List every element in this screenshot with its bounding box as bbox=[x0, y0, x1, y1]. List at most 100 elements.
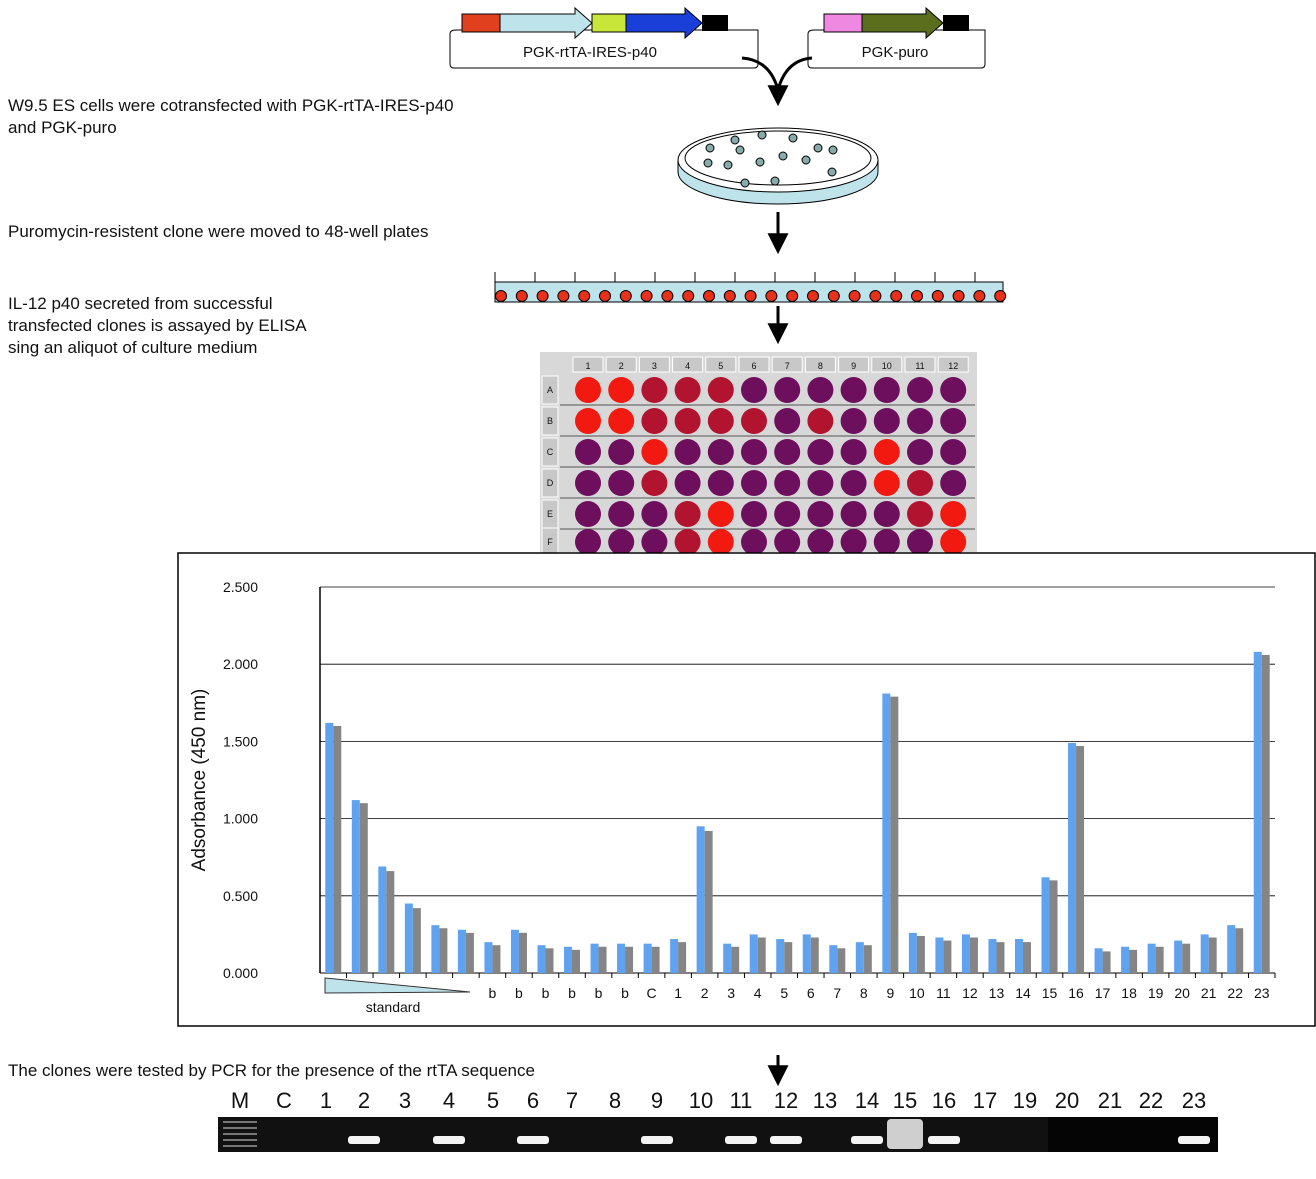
plate-header-cell bbox=[738, 356, 770, 373]
well bbox=[557, 290, 570, 302]
bar bbox=[598, 946, 607, 973]
plate-well bbox=[674, 529, 701, 555]
bar bbox=[916, 935, 925, 973]
plate-well bbox=[840, 439, 867, 465]
colony bbox=[755, 157, 765, 167]
chart-frame bbox=[177, 552, 1316, 1027]
plate-row-label: E bbox=[547, 509, 553, 519]
well bbox=[515, 290, 528, 302]
plate-well bbox=[674, 501, 701, 527]
y-tick-label: 0.500 bbox=[223, 888, 258, 904]
bar bbox=[776, 939, 785, 973]
well bbox=[952, 290, 965, 302]
plate-well bbox=[907, 529, 933, 555]
y-axis-title: Adsorbance (450 nm) bbox=[189, 689, 210, 872]
plate-row-label: B bbox=[547, 416, 553, 426]
plate-row-label: A bbox=[547, 385, 553, 395]
gel-band bbox=[725, 1136, 757, 1144]
gel-band bbox=[851, 1136, 883, 1144]
plate-well bbox=[907, 470, 933, 496]
well bbox=[827, 290, 840, 302]
x-tick-label: 1 bbox=[674, 985, 682, 1001]
step-text: Puromycin-resistent clone were moved to … bbox=[8, 222, 428, 241]
bar bbox=[943, 940, 952, 973]
plate-header-cell bbox=[904, 356, 936, 373]
bar bbox=[678, 942, 687, 973]
plate-well bbox=[575, 377, 601, 403]
bar bbox=[908, 932, 917, 973]
x-tick-label: 17 bbox=[1095, 985, 1111, 1001]
plate-well bbox=[907, 408, 933, 434]
bar bbox=[723, 943, 732, 973]
well bbox=[765, 290, 778, 302]
plate-header-cell bbox=[705, 356, 737, 373]
plate-well bbox=[575, 529, 601, 555]
bar bbox=[484, 942, 493, 973]
bar bbox=[731, 946, 740, 973]
plate-well bbox=[707, 408, 734, 434]
bar bbox=[1068, 742, 1077, 973]
bar bbox=[359, 803, 368, 973]
bar bbox=[510, 929, 519, 973]
x-tick-label: 6 bbox=[807, 985, 815, 1001]
well bbox=[682, 290, 695, 302]
plate-well bbox=[940, 408, 967, 434]
plate-well bbox=[707, 470, 734, 496]
x-tick-label: 18 bbox=[1121, 985, 1137, 1001]
plate-column-label: 2 bbox=[619, 361, 624, 371]
bar bbox=[492, 945, 501, 973]
well bbox=[807, 290, 819, 302]
plate-well bbox=[940, 529, 967, 555]
bar bbox=[1208, 937, 1217, 973]
lane-label: 16 bbox=[932, 1088, 956, 1113]
well bbox=[495, 290, 507, 302]
plate-column-label: 4 bbox=[685, 361, 690, 371]
bar bbox=[696, 826, 705, 973]
well bbox=[640, 290, 653, 302]
x-tick-label: b bbox=[489, 985, 497, 1001]
standard-wedge bbox=[324, 977, 471, 994]
lane-label: 10 bbox=[689, 1088, 713, 1113]
plate-well bbox=[774, 529, 801, 555]
colony bbox=[770, 176, 780, 186]
bar bbox=[988, 939, 997, 973]
plasmid-1: PGK-rtTA-IRES-p40 bbox=[449, 6, 759, 69]
well bbox=[578, 290, 591, 302]
bar bbox=[431, 925, 440, 973]
bar bbox=[784, 942, 793, 973]
plate-well bbox=[741, 377, 767, 403]
plate-well bbox=[907, 439, 933, 465]
plate-header-cell bbox=[838, 356, 870, 373]
bar bbox=[564, 946, 573, 973]
plate-column-label: 11 bbox=[915, 361, 924, 371]
x-tick-label: 19 bbox=[1148, 985, 1164, 1001]
plate-well bbox=[575, 470, 601, 496]
bar bbox=[378, 866, 387, 973]
bar bbox=[617, 943, 626, 973]
gel-band bbox=[517, 1136, 549, 1144]
x-tick-label: 14 bbox=[1015, 985, 1031, 1001]
bar bbox=[537, 945, 546, 973]
plate-well bbox=[641, 501, 668, 527]
bar bbox=[1076, 746, 1085, 973]
lane-label: 6 bbox=[527, 1088, 539, 1113]
well bbox=[661, 290, 674, 302]
lane-label: 15 bbox=[893, 1088, 917, 1113]
plate-column-label: 5 bbox=[718, 361, 723, 371]
well bbox=[786, 290, 799, 302]
lane-label: M bbox=[231, 1088, 249, 1113]
colony bbox=[740, 178, 750, 188]
plate-well bbox=[641, 377, 668, 403]
gel-band bbox=[770, 1136, 802, 1144]
bar bbox=[757, 937, 766, 973]
bar bbox=[961, 934, 970, 973]
plate-well bbox=[608, 377, 635, 403]
plate-well bbox=[575, 408, 601, 434]
plate-well bbox=[674, 377, 701, 403]
well bbox=[703, 290, 715, 302]
plate-well bbox=[575, 439, 601, 465]
plate-well bbox=[575, 501, 601, 527]
plate-header-cell bbox=[605, 356, 637, 373]
